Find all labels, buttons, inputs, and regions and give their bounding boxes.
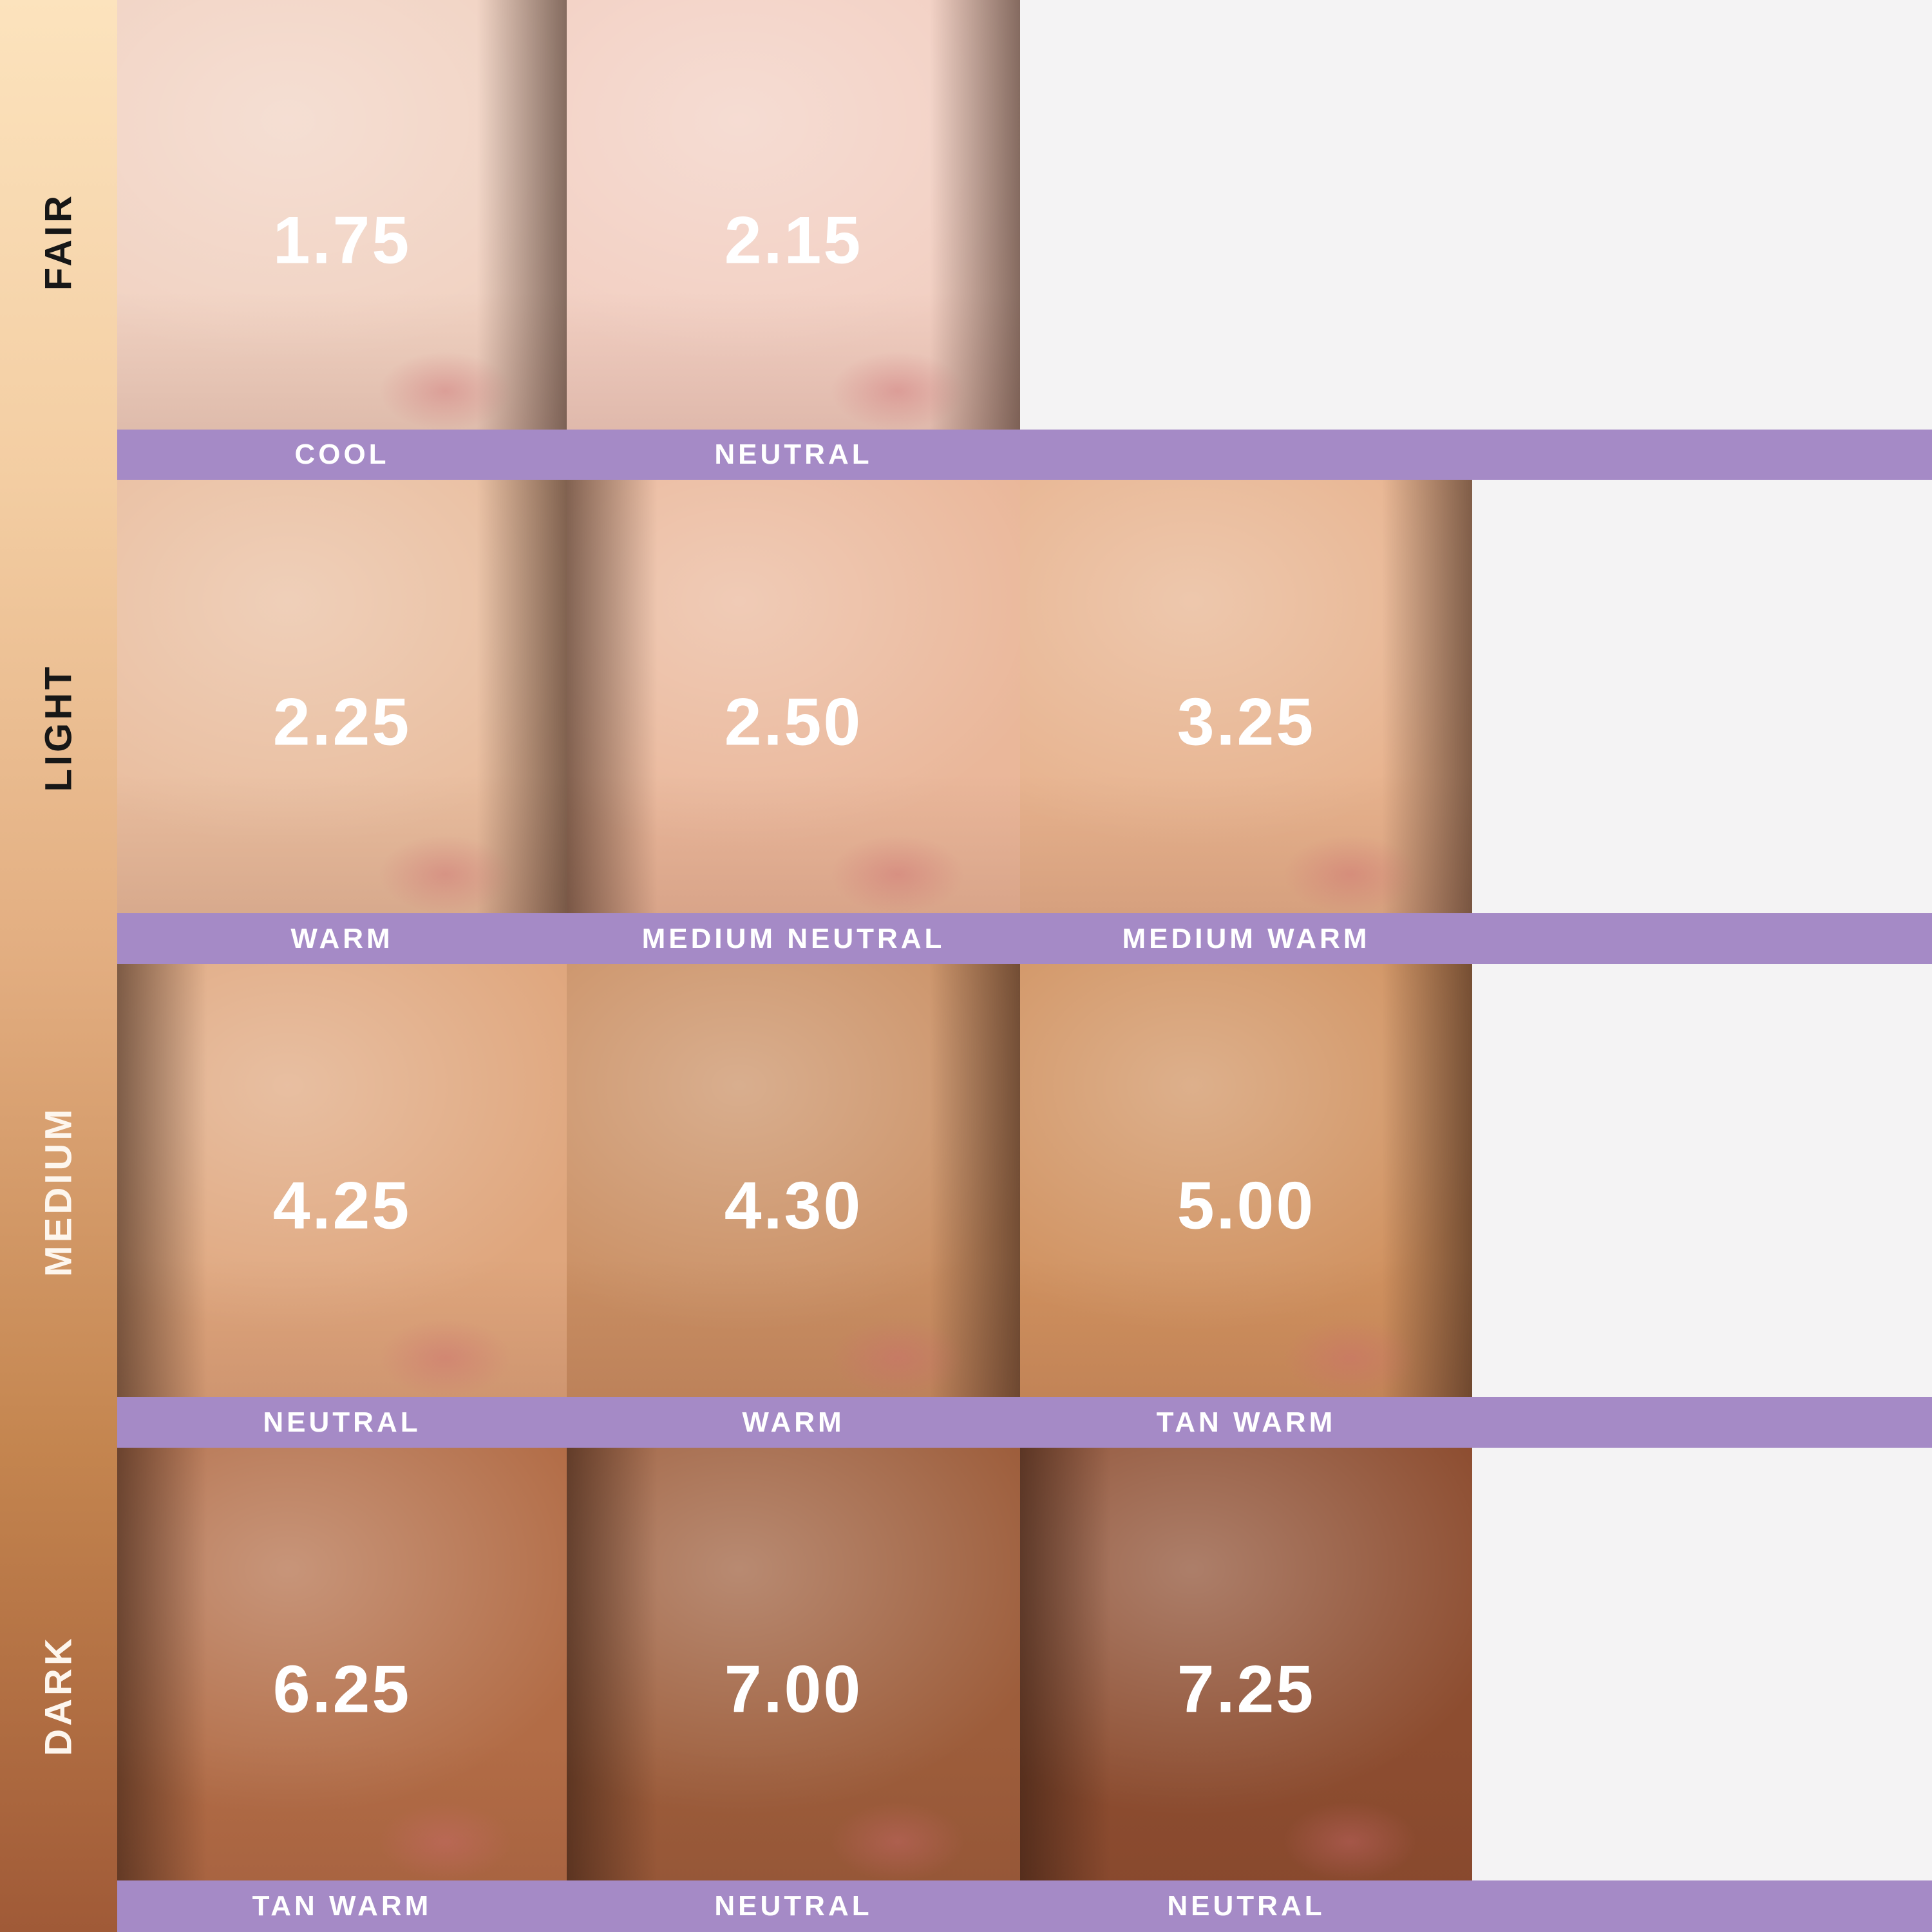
shade-number: 5.00 xyxy=(1177,1168,1316,1244)
undertone-label: TAN WARM xyxy=(1156,1406,1336,1438)
shade-group-sidebar: FAIR LIGHT MEDIUM DARK xyxy=(0,0,117,1932)
undertone-label: WARM xyxy=(742,1406,845,1438)
model-photo xyxy=(567,964,1020,1397)
shade-cell-2-15: 2.15 xyxy=(567,0,1020,430)
sidebar-label-fair: FAIR xyxy=(37,192,80,291)
shade-cell-5-00: 5.00 xyxy=(1020,964,1472,1397)
undertone-label: NEUTRAL xyxy=(1167,1890,1325,1922)
model-photo xyxy=(117,480,567,913)
shade-cell-2-25: 2.25 xyxy=(117,480,567,913)
undertone-bar-fair: COOL NEUTRAL xyxy=(117,430,1932,480)
shade-cell-7-25: 7.25 xyxy=(1020,1448,1472,1880)
sidebar-label-light: LIGHT xyxy=(37,663,80,792)
shade-cell-1-75: 1.75 xyxy=(117,0,567,430)
model-photo xyxy=(567,480,1020,913)
shade-number: 6.25 xyxy=(272,1652,412,1727)
shade-number: 3.25 xyxy=(1177,685,1316,760)
shade-number: 2.15 xyxy=(724,203,863,278)
model-photo xyxy=(567,0,1020,430)
undertone-label: MEDIUM NEUTRAL xyxy=(641,922,945,954)
shade-cell-6-25: 6.25 xyxy=(117,1448,567,1880)
undertone-label: COOL xyxy=(294,439,390,470)
shade-cell-2-50: 2.50 xyxy=(567,480,1020,913)
undertone-bar-medium: NEUTRAL WARM TAN WARM xyxy=(117,1397,1932,1448)
model-photo xyxy=(117,1448,567,1880)
shade-number: 2.50 xyxy=(724,685,863,760)
model-photo xyxy=(117,0,567,430)
shade-number: 2.25 xyxy=(272,685,412,760)
undertone-bar-light: WARM MEDIUM NEUTRAL MEDIUM WARM xyxy=(117,913,1932,964)
model-photo xyxy=(117,964,567,1397)
sidebar-label-dark: DARK xyxy=(37,1635,80,1756)
undertone-label: NEUTRAL xyxy=(714,1890,873,1922)
model-photo xyxy=(1020,1448,1472,1880)
shade-cell-4-30: 4.30 xyxy=(567,964,1020,1397)
undertone-label: NEUTRAL xyxy=(714,439,873,470)
shade-number: 4.30 xyxy=(724,1168,863,1244)
model-photo xyxy=(567,1448,1020,1880)
shade-number: 7.25 xyxy=(1177,1652,1316,1727)
sidebar-label-medium: MEDIUM xyxy=(37,1106,80,1277)
undertone-label: WARM xyxy=(290,922,393,954)
shade-cell-3-25: 3.25 xyxy=(1020,480,1472,913)
undertone-label: TAN WARM xyxy=(252,1890,432,1922)
model-photo xyxy=(1020,964,1472,1397)
undertone-label: MEDIUM WARM xyxy=(1122,922,1370,954)
shade-number: 7.00 xyxy=(724,1652,863,1727)
model-photo xyxy=(1020,480,1472,913)
shade-cell-7-00: 7.00 xyxy=(567,1448,1020,1880)
undertone-label: NEUTRAL xyxy=(263,1406,421,1438)
shade-number: 1.75 xyxy=(272,203,412,278)
shade-cell-4-25: 4.25 xyxy=(117,964,567,1397)
undertone-bar-dark: TAN WARM NEUTRAL NEUTRAL xyxy=(117,1880,1932,1932)
shade-number: 4.25 xyxy=(272,1168,412,1244)
